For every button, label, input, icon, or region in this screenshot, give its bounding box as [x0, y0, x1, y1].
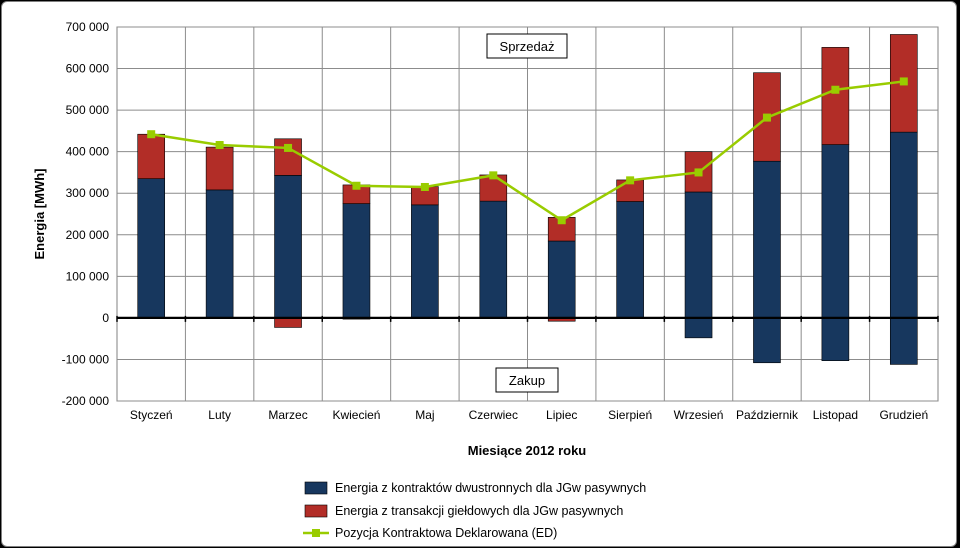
x-tick-label: Czerwiec	[469, 408, 518, 422]
bar-contracts	[821, 144, 850, 319]
y-tick-label: 300 000	[66, 186, 110, 200]
annotation-sprzedaz: Sprzedaż	[500, 39, 555, 54]
x-tick-label: Grudzień	[879, 408, 928, 422]
y-axis-title: Energia [MWh]	[32, 169, 47, 260]
point-ed	[215, 141, 224, 150]
bar-contracts	[616, 201, 644, 319]
bar-exchange	[821, 47, 850, 145]
bar-contracts	[342, 203, 371, 319]
x-tick-label: Lipiec	[546, 408, 577, 422]
x-tick-label: Sierpień	[608, 408, 652, 422]
annotation-zakup: Zakup	[509, 373, 545, 388]
x-tick-label: Wrzesień	[674, 408, 724, 422]
bar-contracts-negative	[889, 317, 918, 365]
point-ed	[557, 216, 566, 225]
bar-contracts-negative	[684, 317, 713, 339]
y-tick-label: 200 000	[66, 228, 110, 242]
legend-label-ed: Pozycja Kontraktowa Deklarowana (ED)	[335, 526, 557, 540]
point-ed	[284, 143, 293, 152]
point-ed	[626, 176, 635, 185]
point-ed	[147, 130, 156, 139]
bar-contracts-negative	[821, 317, 850, 361]
point-ed	[762, 113, 771, 122]
point-ed	[694, 168, 703, 177]
x-tick-label: Maj	[415, 408, 434, 422]
bar-contracts	[479, 200, 508, 319]
point-ed	[831, 85, 840, 94]
y-tick-label: 400 000	[66, 145, 110, 159]
x-tick-label: Październik	[736, 408, 799, 422]
x-tick-label: Marzec	[268, 408, 307, 422]
bar-contracts-negative	[753, 317, 781, 364]
point-ed	[352, 181, 361, 190]
bar-contracts	[684, 191, 713, 319]
bar-contracts	[547, 240, 576, 319]
bar-contracts	[205, 189, 234, 319]
y-tick-label: 100 000	[66, 269, 110, 283]
bar-contracts	[274, 175, 302, 319]
legend-label-exchange: Energia z transakcji giełdowych dla JGw …	[335, 504, 623, 518]
bar-contracts	[753, 160, 781, 319]
line-ed	[151, 80, 904, 222]
bar-exchange	[205, 146, 234, 191]
y-tick-label: 0	[102, 311, 109, 325]
legend-swatch-ed-marker	[312, 529, 320, 537]
bar-contracts	[411, 204, 439, 319]
y-tick-label: -100 000	[62, 352, 110, 366]
point-ed	[489, 171, 498, 180]
x-tick-label: Kwiecień	[332, 408, 380, 422]
point-ed	[420, 182, 429, 191]
y-tick-label: 600 000	[66, 62, 110, 76]
y-tick-label: 700 000	[66, 20, 110, 34]
legend-swatch-contracts	[304, 481, 328, 495]
annotation-zakup-box	[495, 367, 559, 393]
legend-swatch-exchange	[304, 504, 328, 518]
x-tick-label: Listopad	[813, 408, 858, 422]
annotation-sprzedaz-box	[486, 33, 568, 59]
x-tick-label: Luty	[208, 408, 231, 422]
y-tick-label: -200 000	[62, 394, 110, 408]
x-tick-label: Styczeń	[130, 408, 173, 422]
point-ed	[899, 77, 908, 86]
bar-contracts	[889, 131, 918, 319]
legend-label-contracts: Energia z kontraktów dwustronnych dla JG…	[335, 481, 646, 495]
y-tick-label: 500 000	[66, 103, 110, 117]
x-axis-title: Miesiące 2012 roku	[468, 443, 587, 458]
bar-exchange-negative	[274, 317, 302, 328]
bar-exchange	[137, 133, 166, 179]
bar-contracts	[137, 178, 166, 319]
